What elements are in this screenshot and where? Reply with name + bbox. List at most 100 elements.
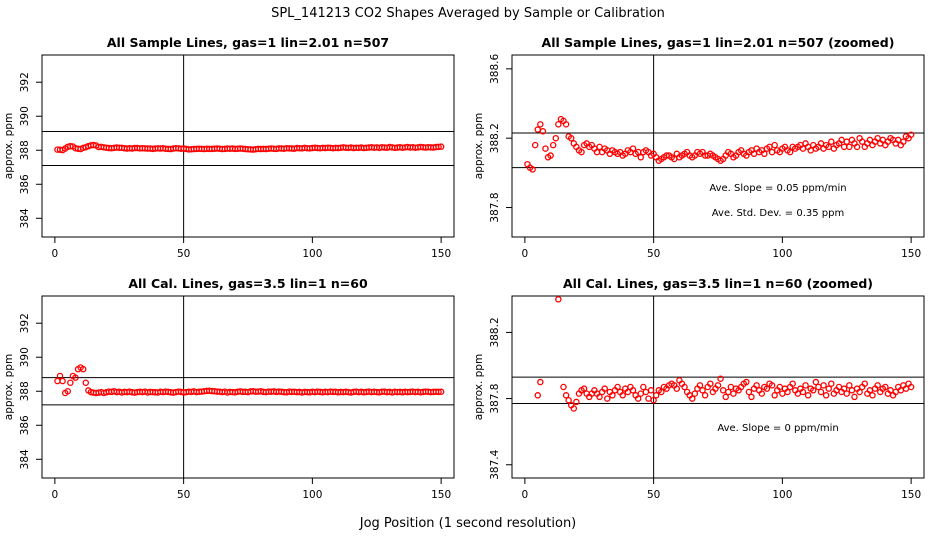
data-series: [534, 296, 915, 412]
y-tick-label: 386: [19, 174, 31, 194]
data-point: [799, 388, 807, 396]
data-point: [640, 383, 647, 391]
x-tick-label: 0: [52, 489, 59, 501]
data-point: [435, 143, 442, 151]
data-point: [714, 382, 722, 389]
x-tick-label: 150: [901, 248, 921, 260]
data-point: [730, 390, 737, 397]
data-point: [542, 145, 549, 152]
data-point: [534, 392, 542, 399]
data-point: [614, 383, 621, 391]
data-point: [555, 296, 562, 303]
data-point: [534, 126, 542, 133]
data-point: [768, 148, 776, 156]
data-point: [580, 385, 588, 392]
data-point: [67, 142, 74, 150]
panel-title: All Sample Lines, gas=1 lin=2.01 n=507 (…: [542, 35, 895, 50]
y-tick-label: 387.8: [489, 384, 501, 414]
data-point: [54, 377, 61, 385]
data-point: [802, 382, 809, 389]
data-point: [812, 378, 820, 386]
data-point: [601, 385, 608, 392]
data-point: [701, 392, 709, 399]
y-axis-label: approx. ppm: [3, 354, 15, 420]
y-tick-label: 390: [19, 347, 31, 367]
data-point: [771, 392, 778, 399]
data-point: [437, 143, 445, 150]
data-point: [825, 385, 832, 392]
data-point: [691, 390, 699, 397]
data-point: [64, 388, 72, 395]
x-tick-label: 50: [177, 489, 190, 501]
data-point: [689, 395, 696, 402]
data-point: [642, 388, 650, 396]
data-point: [537, 121, 544, 128]
annotation-text: Ave. Slope = 0.05 ppm/min: [709, 183, 846, 194]
data-point: [555, 121, 562, 128]
data-point: [619, 392, 626, 399]
chart-panel-1: All Sample Lines, gas=1 lin=2.01 n=507 0 5…: [3, 35, 455, 260]
data-point: [843, 390, 851, 397]
chart-panel-2: All Sample Lines, gas=1 lin=2.01 n=507 (…: [473, 35, 925, 260]
data-point: [907, 383, 915, 391]
data-point: [562, 121, 570, 128]
y-tick-label: 387.8: [489, 193, 501, 223]
data-point: [673, 385, 681, 392]
data-point: [763, 385, 771, 392]
data-point: [848, 387, 856, 394]
data-point: [748, 393, 755, 401]
data-point: [843, 138, 851, 145]
data-point: [596, 393, 603, 401]
data-point: [707, 380, 714, 387]
y-tick-label: 388: [19, 381, 31, 401]
data-point: [437, 388, 445, 396]
x-tick-label: 50: [177, 248, 190, 260]
data-point: [72, 374, 79, 381]
data-point: [722, 393, 729, 401]
y-tick-label: 388.2: [489, 123, 501, 153]
data-point: [90, 141, 97, 149]
data-point: [696, 382, 704, 389]
data-point: [719, 387, 727, 394]
x-tick-label: 100: [772, 248, 792, 260]
data-point: [761, 150, 768, 158]
data-point: [882, 383, 889, 391]
x-tick-label: 0: [522, 248, 529, 260]
data-point: [570, 405, 578, 412]
x-tick-label: 150: [431, 489, 451, 501]
data-point: [578, 148, 585, 156]
annotation-text: Ave. Std. Dev. = 0.35 ppm: [712, 208, 844, 219]
x-tick-label: 150: [431, 248, 451, 260]
data-point: [562, 392, 570, 399]
plot-frame: [41, 54, 455, 238]
x-tick-label: 50: [647, 248, 660, 260]
data-point: [645, 395, 652, 402]
x-tick-label: 100: [302, 489, 322, 501]
data-point: [573, 398, 580, 406]
data-point: [681, 383, 688, 391]
data-point: [828, 380, 835, 387]
figure-title: SPL_141213 CO2 Shapes Averaged by Sample…: [271, 6, 665, 21]
data-point: [699, 387, 706, 394]
data-series: [54, 141, 445, 154]
y-tick-label: 392: [19, 313, 31, 333]
y-tick-label: 387.4: [489, 449, 501, 479]
data-point: [817, 388, 825, 396]
y-tick-label: 386: [19, 415, 31, 435]
data-point: [771, 141, 778, 149]
data-series: [524, 115, 915, 173]
data-point: [547, 152, 554, 159]
data-point: [768, 382, 776, 389]
data-point: [652, 392, 660, 399]
data-point: [529, 166, 536, 173]
data-point: [745, 388, 753, 396]
data-point: [727, 383, 735, 391]
y-tick-label: 392: [19, 72, 31, 92]
data-point: [743, 378, 750, 386]
y-tick-label: 390: [19, 106, 31, 126]
data-point: [840, 385, 848, 392]
data-point: [758, 390, 766, 397]
y-tick-label: 388.2: [489, 317, 501, 347]
